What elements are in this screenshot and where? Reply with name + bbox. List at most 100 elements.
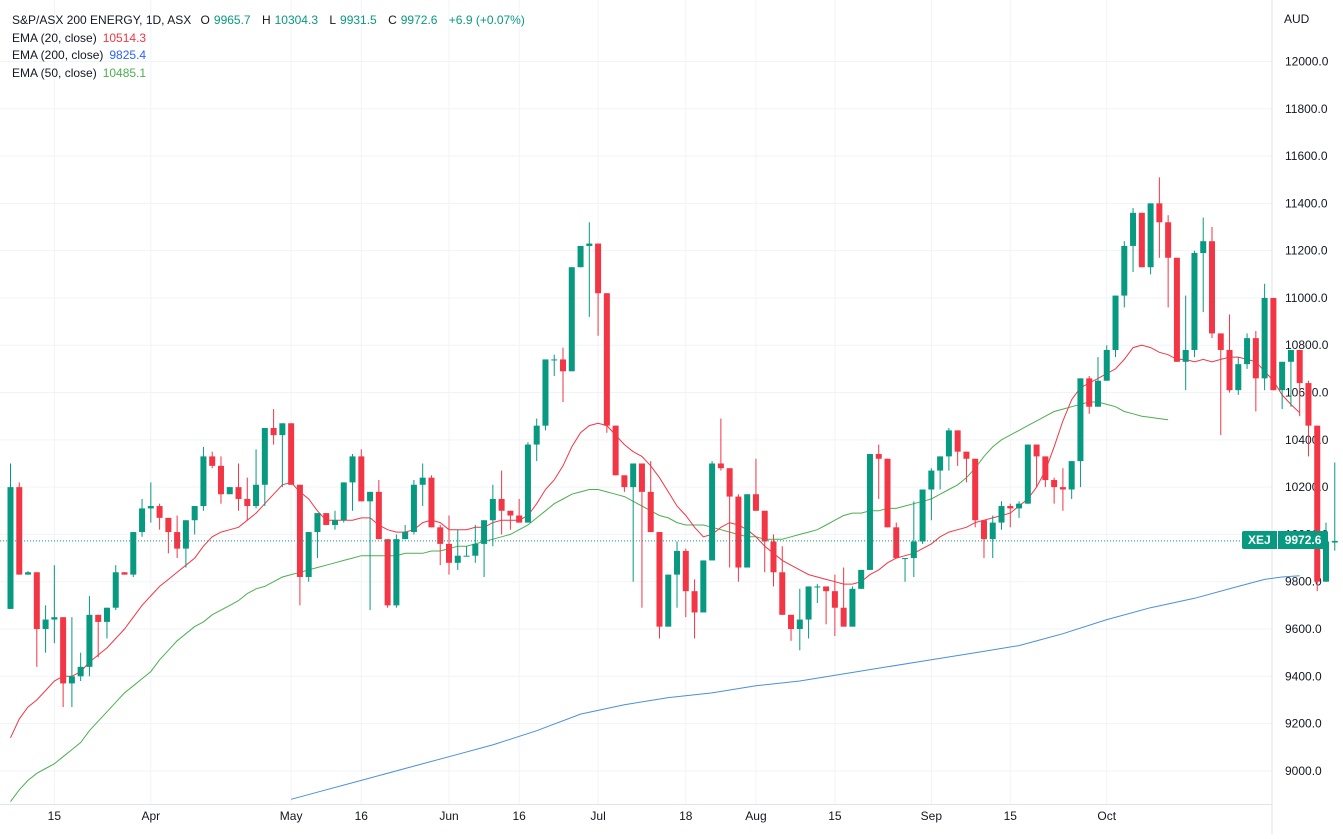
candle [866,454,873,570]
low-value: 9931.5 [340,13,377,27]
candle [752,458,759,511]
candle-body [1077,378,1084,462]
candle-body [568,267,575,372]
candle [244,477,251,521]
indicator-value: 10514.3 [102,30,147,45]
candle [191,506,198,535]
candle-body [761,510,768,542]
candle [638,463,645,608]
candle [1121,241,1128,308]
candle-body [902,558,909,560]
y-tick-label: 12000.0 [1285,54,1329,68]
candle-body [130,532,137,575]
candle [367,491,374,611]
candle-body [516,515,523,523]
candle [884,458,891,528]
candle-body [200,456,207,507]
candle-body [1121,245,1128,296]
open-value: 9965.7 [213,13,251,27]
candle [674,541,681,608]
close-label: C [388,13,397,27]
y-tick-label: 9000.0 [1285,764,1322,778]
candle-body [1165,222,1172,258]
candle-body [226,487,233,495]
price-axis[interactable]: 9000.09200.09400.09600.09800.010000.0102… [1271,0,1329,834]
time-axis[interactable]: 15 Apr May 16 Jun 16 Jul 18 Aug 15 Sep 15 Oct [0,804,1272,824]
candle-body [1331,540,1338,543]
candle-body [586,243,593,246]
candle [42,605,49,653]
candle [270,409,277,445]
candle [533,418,540,462]
candle [726,468,733,568]
candle [95,614,102,658]
candle-body [1191,253,1198,350]
candle [174,515,181,559]
candle [893,522,900,559]
candle-body [682,550,689,592]
candle-body [279,423,286,436]
candle [805,586,812,639]
candle-body [156,506,163,518]
indicator-ema50[interactable]: EMA (50, close) 10485.1 [12,65,529,83]
candle [972,458,979,528]
candle-body [331,520,338,525]
change-value: +6.9 (+0.07%) [448,13,525,27]
candle [963,451,970,483]
candle [814,584,821,603]
candle [1173,257,1180,362]
candle [25,571,32,575]
candle [112,565,119,611]
candle [1051,477,1058,504]
candle [831,574,838,637]
candle [1244,333,1251,369]
candle [1165,215,1172,308]
ema20-line [10,344,1301,739]
candle [1103,345,1110,381]
candle [910,501,917,577]
y-tick-label: 11000.0 [1285,291,1328,305]
candle-body [270,428,277,436]
candle-body [700,560,707,613]
candle [7,463,14,609]
candle [121,572,128,575]
x-tick-label: 16 [355,809,369,823]
ema20-series [10,344,1301,739]
candle [331,510,338,530]
candle [323,513,330,525]
candle-body [595,243,602,294]
candle [16,482,23,575]
candle [68,617,75,708]
indicator-ema200[interactable]: EMA (200, close) 9825.4 [12,47,529,65]
currency-label[interactable]: AUD [1284,12,1310,26]
candle-body [288,423,295,485]
candle [51,565,58,644]
last-price-value: 9972.6 [1277,531,1329,549]
candle-body [86,614,93,667]
candle [1287,349,1294,407]
symbol-title[interactable]: S&P/ASX 200 ENERGY, 1D, ASX [12,13,192,27]
candle-body [121,572,128,575]
candle [454,529,461,570]
candle-body [1226,349,1233,391]
candle-body [1130,212,1137,246]
candle-body [1042,456,1049,481]
candle-body [323,513,330,525]
candle [428,475,435,528]
x-tick-label: Jul [590,809,605,823]
indicator-ema20[interactable]: EMA (20, close) 10514.3 [12,30,529,48]
candle [586,222,593,317]
indicator-value: 10485.1 [102,65,147,80]
candle [86,595,93,677]
chart-legend: S&P/ASX 200 ENERGY, 1D, ASX O 9965.7 H 103… [12,12,529,82]
candle [1200,217,1207,313]
candle [1252,331,1259,412]
candle-body [1138,212,1145,268]
candle [103,607,110,639]
candle [419,463,426,507]
close-value: 9972.6 [400,13,438,27]
candle [410,480,417,535]
candle-body [1024,444,1031,504]
